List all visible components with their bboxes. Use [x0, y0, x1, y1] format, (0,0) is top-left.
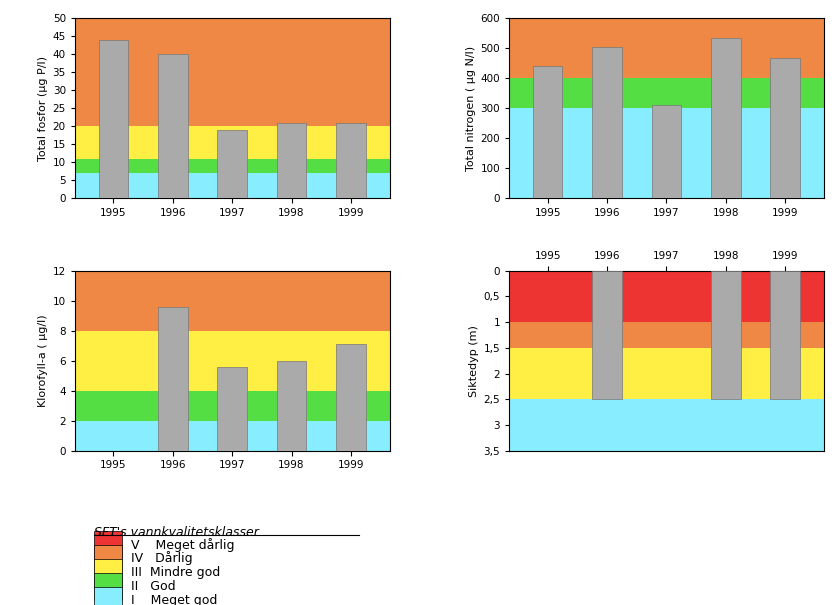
Bar	[277, 361, 306, 451]
Bar	[509, 322, 824, 348]
Bar	[75, 18, 389, 126]
Bar	[509, 78, 824, 108]
Y-axis label: Total fosfor (μg P/l): Total fosfor (μg P/l)	[38, 56, 48, 161]
Bar	[75, 173, 389, 198]
Text: IV   Dårlig: IV Dårlig	[131, 552, 193, 566]
Bar	[770, 58, 800, 198]
Bar	[75, 331, 389, 391]
Bar	[509, 18, 824, 78]
Bar	[158, 54, 188, 198]
Bar	[770, 271, 800, 399]
Bar	[93, 531, 122, 558]
Bar	[651, 105, 681, 198]
Bar	[532, 66, 562, 198]
Bar	[75, 420, 389, 451]
Y-axis label: Klorofyll-a ( μg/l): Klorofyll-a ( μg/l)	[38, 315, 48, 407]
Bar	[75, 126, 389, 159]
Bar	[75, 271, 389, 331]
Bar	[336, 123, 366, 198]
Bar	[336, 344, 366, 451]
Text: V    Meget dårlig: V Meget dårlig	[131, 537, 235, 552]
Bar	[592, 47, 622, 198]
Bar	[217, 367, 247, 451]
Text: I    Meget god: I Meget god	[131, 594, 217, 605]
Bar	[93, 559, 122, 586]
Bar	[509, 399, 824, 451]
Bar	[93, 545, 122, 572]
Text: III  Mindre god: III Mindre god	[131, 566, 220, 579]
Bar	[75, 391, 389, 420]
Bar	[592, 271, 622, 399]
Bar	[509, 108, 824, 198]
Bar	[509, 271, 824, 322]
Y-axis label: Siktedyp (m): Siktedyp (m)	[469, 325, 479, 397]
Bar	[277, 123, 306, 198]
Text: SFT's vannkvalitetsklasser: SFT's vannkvalitetsklasser	[93, 526, 259, 540]
Text: II   God: II God	[131, 580, 176, 593]
Bar	[93, 574, 122, 600]
Bar	[509, 348, 824, 399]
Bar	[75, 159, 389, 173]
Bar	[158, 307, 188, 451]
Y-axis label: Total nitrogen ( μg N/l): Total nitrogen ( μg N/l)	[466, 45, 476, 171]
Bar	[93, 587, 122, 605]
Bar	[711, 38, 740, 198]
Bar	[711, 271, 740, 399]
Bar	[99, 40, 128, 198]
Bar	[217, 129, 247, 198]
